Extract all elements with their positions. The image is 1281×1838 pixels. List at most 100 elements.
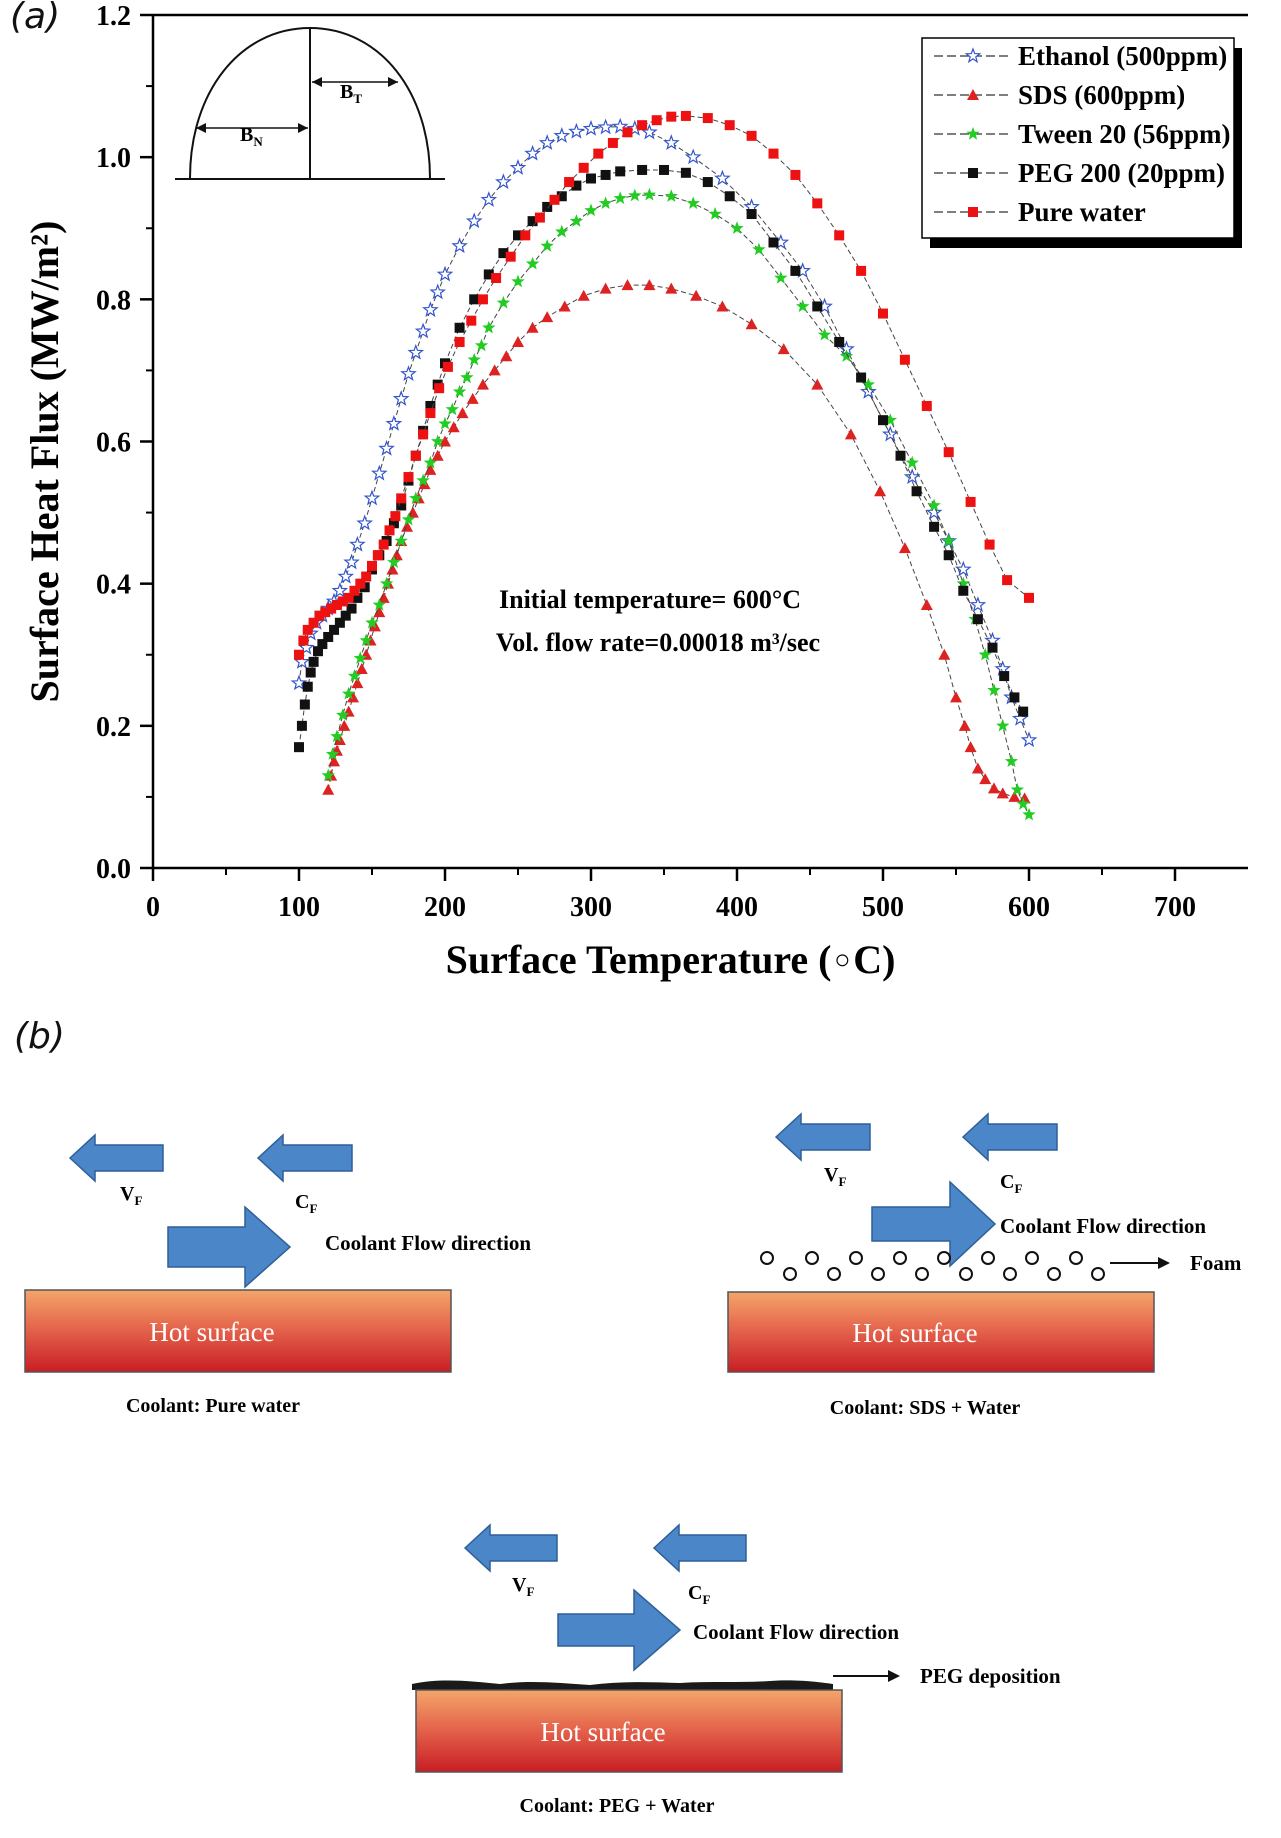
data-point [414,322,432,339]
data-point [477,294,488,305]
chart-axes: 0 100 200 300 400 500 600 700 0.0 0.2 0.4 0.6 0.8 1.0… [22,1,1248,982]
data-point [491,273,502,284]
data-point [730,221,744,234]
panel-a-label: (a) [10,0,61,37]
data-point [509,159,527,175]
data-point [379,576,394,590]
data-point [384,525,395,536]
x-tick-label: 0 [146,892,160,923]
data-point [898,542,911,554]
data-point [600,169,611,180]
foam-bubble [871,1267,885,1281]
foam-bubble [1091,1267,1105,1281]
caption-sds-water: Coolant: SDS + Water [830,1397,1021,1419]
y-tick-label: 1.0 [96,143,131,174]
data-point [349,535,366,552]
bt-arrow-head-right [388,77,398,87]
data-point [403,472,414,483]
data-point [746,130,757,141]
data-point [452,384,467,398]
data-point [294,649,304,660]
data-point [396,500,407,511]
panel-b-label: (b) [14,1016,65,1057]
data-point [1018,706,1029,717]
data-point [971,762,984,774]
data-point [938,648,951,660]
data-point [768,237,779,248]
data-point [790,265,801,276]
heat-flux-chart: 0 100 200 300 400 500 600 700 0.0 0.2 0.4 0.6 0.8 1.0… [22,1,1248,982]
series-3 [294,164,1029,753]
data-point [467,352,481,366]
x-axis-title-part: ◦ [831,942,853,982]
data-point [1010,782,1024,796]
data-point [331,599,342,610]
vf-arrow [774,1112,871,1162]
data-point [615,166,626,177]
cf-arrow [961,1112,1058,1162]
y-tick-label: 0.6 [96,428,131,459]
data-point [680,110,691,121]
data-point [401,512,416,526]
data-point [355,662,368,674]
data-point [422,301,439,318]
data-point [317,639,328,650]
legend-items: Ethanol (500ppm) SDS (600ppm) Tween 20 (56… [934,41,1231,227]
data-point [387,555,401,568]
data-point [796,299,810,313]
data-point [878,308,888,319]
data-point [856,265,867,276]
data-point [331,582,349,598]
data-point [442,361,453,372]
x-tick-label: 200 [424,892,466,923]
data-point [954,560,972,577]
data-point [542,201,553,212]
data-point [488,364,501,376]
data-point [578,162,589,173]
data-point [716,300,729,312]
data-point [474,338,489,352]
data-point [724,191,735,202]
data-point [664,189,678,202]
data-point [956,576,970,590]
legend-marker [966,127,980,140]
data-point [322,783,335,795]
data-point [431,434,445,448]
data-point [378,539,389,550]
data-point [445,402,459,416]
data-point [352,592,363,603]
data-point [465,212,483,229]
data-point [338,719,351,731]
data-point [942,534,956,547]
data-point [512,335,524,347]
scenario-pure-water: VF CF Coolant Flow direction Hot surface… [24,1133,531,1417]
data-point [996,787,1009,799]
data-point [340,610,351,621]
data-point [385,414,403,431]
data-point [346,603,357,614]
data-point [524,144,541,161]
data-point [628,188,642,202]
data-point [702,177,713,188]
hot-surface-label: Hot surface [540,1717,665,1747]
hot-surface [727,1291,1155,1373]
data-point [372,598,386,611]
vf-label: VF [120,1183,142,1208]
data-point [969,596,987,613]
vf-label-sub: F [526,1584,534,1599]
data-point [418,429,429,440]
data-point [987,683,1001,696]
data-point [365,615,379,629]
data-point [409,491,423,504]
data-point [423,455,438,469]
data-point [950,691,962,703]
data-point [353,651,367,664]
data-point [525,256,540,270]
data-point [308,617,319,628]
data-point [984,539,995,550]
data-point [349,585,360,596]
data-point [367,560,377,571]
scenario-sds-water: VF CF Coolant Flow direction Foam Hot su… [727,1112,1242,1419]
data-point [597,118,614,135]
data-point [439,435,451,447]
